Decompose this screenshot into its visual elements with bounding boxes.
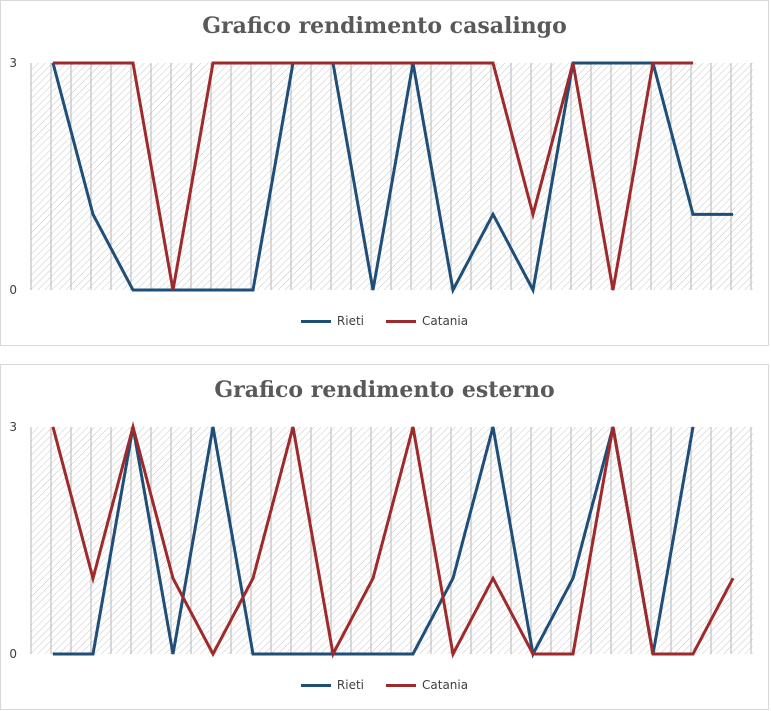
data-point-catania (252, 577, 254, 579)
data-point-catania (612, 289, 614, 291)
data-point-catania (292, 426, 294, 428)
plot-area: 03 (9, 56, 753, 297)
data-point-catania (572, 653, 574, 655)
data-point-rieti (452, 577, 454, 579)
data-point-rieti (372, 653, 374, 655)
data-point-rieti (692, 426, 694, 428)
data-point-catania (332, 62, 334, 64)
plot-area: 03 (9, 420, 753, 661)
y-tick-label: 3 (9, 420, 17, 434)
data-point-rieti (212, 426, 214, 428)
data-point-rieti (732, 213, 734, 215)
data-point-rieti (372, 289, 374, 291)
series-line-catania (51, 421, 735, 659)
data-point-catania (412, 426, 414, 428)
legend-label-catania: Catania (422, 314, 469, 328)
data-point-catania (532, 653, 534, 655)
legend: Rieti Catania (1, 314, 768, 328)
data-point-catania (332, 653, 334, 655)
data-point-catania (172, 577, 174, 579)
data-point-catania (372, 62, 374, 64)
series-line-rieti (51, 61, 733, 295)
data-point-catania (52, 62, 54, 64)
legend-swatch-rieti (300, 319, 331, 323)
data-point-rieti (252, 653, 254, 655)
data-point-catania (132, 426, 134, 428)
legend-label-rieti: Rieti (336, 678, 364, 692)
data-point-catania (292, 62, 294, 64)
data-point-rieti (252, 289, 254, 291)
data-point-catania (212, 62, 214, 64)
data-point-catania (572, 62, 574, 64)
data-point-catania (172, 289, 174, 291)
data-point-catania (212, 653, 214, 655)
data-point-rieti (52, 653, 54, 655)
data-point-rieti (92, 213, 94, 215)
data-point-rieti (612, 62, 614, 64)
data-point-rieti (492, 426, 494, 428)
data-point-catania (452, 653, 454, 655)
legend-swatch-catania (386, 319, 416, 323)
data-point-catania (92, 577, 94, 579)
legend-item-rieti: Rieti (300, 678, 364, 692)
legend-label-catania: Catania (422, 678, 469, 692)
legend: Rieti Catania (1, 678, 768, 692)
data-point-rieti (292, 653, 294, 655)
data-point-rieti (212, 289, 214, 291)
data-point-catania (92, 62, 94, 64)
data-point-catania (612, 426, 614, 428)
data-point-catania (652, 62, 654, 64)
legend-item-rieti: Rieti (300, 314, 364, 328)
data-point-catania (692, 653, 694, 655)
data-point-rieti (132, 289, 134, 291)
legend-label-rieti: Rieti (336, 314, 364, 328)
data-point-catania (532, 213, 534, 215)
data-point-catania (492, 577, 494, 579)
legend-item-catania: Catania (386, 678, 468, 692)
legend-swatch-catania (386, 683, 416, 687)
legend-item-catania: Catania (386, 314, 468, 328)
data-point-rieti (572, 577, 574, 579)
legend-swatch-rieti (300, 683, 331, 687)
data-point-catania (412, 62, 414, 64)
y-tick-label: 0 (9, 647, 17, 661)
data-point-catania (372, 577, 374, 579)
chart-title: Grafico rendimento casalingo (202, 13, 567, 39)
data-point-catania (452, 62, 454, 64)
data-point-catania (132, 62, 134, 64)
data-point-rieti (692, 213, 694, 215)
data-point-catania (492, 62, 494, 64)
y-tick-label: 0 (9, 283, 17, 297)
data-point-rieti (452, 289, 454, 291)
data-point-rieti (172, 653, 174, 655)
chart-title: Grafico rendimento esterno (214, 377, 555, 403)
data-point-catania (652, 653, 654, 655)
data-point-rieti (532, 289, 534, 291)
data-point-catania (732, 577, 734, 579)
data-point-catania (692, 62, 694, 64)
data-point-catania (252, 62, 254, 64)
y-tick-label: 3 (9, 56, 17, 70)
data-point-rieti (92, 653, 94, 655)
data-point-catania (52, 426, 54, 428)
data-point-rieti (412, 653, 414, 655)
data-point-rieti (492, 213, 494, 215)
